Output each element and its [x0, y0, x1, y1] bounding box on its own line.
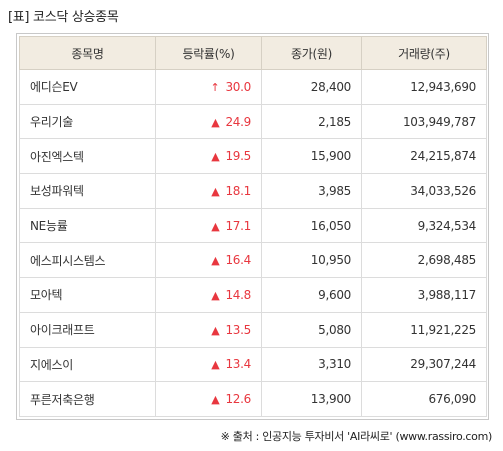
- table-row: 우리기술 ▲ 24.9 2,185 103,949,787: [19, 103, 487, 140]
- close-price-cell: 2,185: [261, 103, 362, 140]
- table-row: 지에스이 ▲ 13.4 3,310 29,307,244: [19, 346, 487, 383]
- table-row: 에스피시스템스 ▲ 16.4 10,950 2,698,485: [19, 242, 487, 279]
- volume-cell: 29,307,244: [361, 346, 487, 383]
- change-rate-value: 16.4: [225, 253, 251, 268]
- change-rate-value: 19.5: [225, 149, 251, 164]
- stock-name-cell: 아이크래프트: [19, 311, 156, 348]
- up-triangle-icon: ▲: [211, 219, 220, 233]
- table-header-row: 종목명 등락률(%) 종가(원) 거래량(주): [19, 36, 487, 70]
- up-arrow-icon: ↑: [210, 80, 220, 94]
- stock-name-cell: 푸른저축은행: [19, 381, 156, 417]
- change-rate-value: 30.0: [225, 79, 251, 94]
- up-triangle-icon: ▲: [211, 323, 220, 337]
- source-note: ※ 출처 : 인공지능 투자비서 'AI라씨로' (www.rassiro.co…: [220, 430, 493, 443]
- close-price-cell: 9,600: [261, 277, 362, 313]
- table-row: 푸른저축은행 ▲ 12.6 13,900 676,090: [19, 381, 487, 417]
- up-triangle-icon: ▲: [211, 358, 220, 372]
- change-rate-cell: ▲ 17.1: [155, 207, 262, 244]
- volume-cell: 11,921,225: [361, 311, 487, 348]
- volume-cell: 676,090: [361, 381, 487, 417]
- up-triangle-icon: ▲: [211, 288, 220, 302]
- change-rate-cell: ▲ 16.4: [155, 242, 262, 279]
- stock-name-cell: NE능률: [19, 207, 156, 244]
- stock-table: 종목명 등락률(%) 종가(원) 거래량(주) 에디슨EV ↑ 30.0 28,4…: [19, 36, 487, 417]
- column-header-price: 종가(원): [261, 36, 362, 70]
- page-title: [표] 코스닥 상승종목: [8, 10, 119, 25]
- change-rate-cell: ▲ 13.4: [155, 346, 262, 383]
- table-row: 모아텍 ▲ 14.8 9,600 3,988,117: [19, 277, 487, 313]
- stock-table-frame: 종목명 등락률(%) 종가(원) 거래량(주) 에디슨EV ↑ 30.0 28,4…: [16, 33, 489, 420]
- volume-cell: 34,033,526: [361, 173, 487, 209]
- change-rate-cell: ▲ 24.9: [155, 103, 262, 140]
- volume-cell: 9,324,534: [361, 207, 487, 244]
- volume-cell: 24,215,874: [361, 138, 487, 175]
- up-triangle-icon: ▲: [211, 254, 220, 268]
- change-rate-cell: ▲ 18.1: [155, 173, 262, 209]
- table-row: 에디슨EV ↑ 30.0 28,400 12,943,690: [19, 69, 487, 105]
- close-price-cell: 15,900: [261, 138, 362, 175]
- stock-name-cell: 모아텍: [19, 277, 156, 313]
- table-row: 아진엑스텍 ▲ 19.5 15,900 24,215,874: [19, 138, 487, 175]
- volume-cell: 12,943,690: [361, 69, 487, 105]
- up-triangle-icon: ▲: [211, 393, 220, 407]
- up-triangle-icon: ▲: [211, 115, 220, 129]
- column-header-name: 종목명: [19, 36, 156, 70]
- stock-name-cell: 보성파워텍: [19, 173, 156, 209]
- volume-cell: 103,949,787: [361, 103, 487, 140]
- stock-name-cell: 지에스이: [19, 346, 156, 383]
- change-rate-value: 14.8: [225, 287, 251, 302]
- stock-name-cell: 에디슨EV: [19, 69, 156, 105]
- up-triangle-icon: ▲: [211, 184, 220, 198]
- column-header-rate: 등락률(%): [155, 36, 262, 70]
- change-rate-cell: ▲ 19.5: [155, 138, 262, 175]
- close-price-cell: 5,080: [261, 311, 362, 348]
- stock-name-cell: 우리기술: [19, 103, 156, 140]
- change-rate-cell: ↑ 30.0: [155, 69, 262, 105]
- change-rate-value: 18.1: [225, 183, 251, 198]
- change-rate-value: 13.5: [225, 322, 251, 337]
- up-triangle-icon: ▲: [211, 150, 220, 164]
- close-price-cell: 16,050: [261, 207, 362, 244]
- volume-cell: 2,698,485: [361, 242, 487, 279]
- close-price-cell: 3,310: [261, 346, 362, 383]
- change-rate-cell: ▲ 13.5: [155, 311, 262, 348]
- table-row: NE능률 ▲ 17.1 16,050 9,324,534: [19, 207, 487, 244]
- stock-name-cell: 에스피시스템스: [19, 242, 156, 279]
- change-rate-cell: ▲ 14.8: [155, 277, 262, 313]
- close-price-cell: 13,900: [261, 381, 362, 417]
- table-body: 에디슨EV ↑ 30.0 28,400 12,943,690 우리기술 ▲ 24.9…: [19, 69, 487, 417]
- table-row: 보성파워텍 ▲ 18.1 3,985 34,033,526: [19, 173, 487, 209]
- change-rate-value: 24.9: [225, 114, 251, 129]
- table-row: 아이크래프트 ▲ 13.5 5,080 11,921,225: [19, 311, 487, 348]
- change-rate-cell: ▲ 12.6: [155, 381, 262, 417]
- close-price-cell: 10,950: [261, 242, 362, 279]
- stock-name-cell: 아진엑스텍: [19, 138, 156, 175]
- close-price-cell: 28,400: [261, 69, 362, 105]
- column-header-volume: 거래량(주): [361, 36, 487, 70]
- change-rate-value: 17.1: [225, 218, 251, 233]
- close-price-cell: 3,985: [261, 173, 362, 209]
- change-rate-value: 12.6: [225, 392, 251, 407]
- volume-cell: 3,988,117: [361, 277, 487, 313]
- change-rate-value: 13.4: [225, 357, 251, 372]
